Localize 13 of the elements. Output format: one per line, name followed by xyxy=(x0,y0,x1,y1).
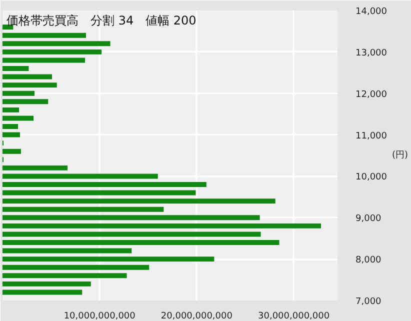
y-tick-label: 14,000 xyxy=(356,7,388,17)
y-tick-label: 10,000 xyxy=(356,172,388,183)
x-tick-label: 10,000,000,000 xyxy=(64,312,136,321)
chart-title: 価格帯売買高 分割 34 値幅 200 xyxy=(6,14,196,28)
x-tick-label: 30,000,000,000 xyxy=(258,312,330,321)
y-tick-label: 11,000 xyxy=(356,131,388,142)
y-tick-label: 7,000 xyxy=(356,297,382,307)
x-tick-label: 20,000,000,000 xyxy=(160,312,233,321)
y-tick-label: 9,000 xyxy=(356,214,382,224)
y-tick-label: 8,000 xyxy=(356,256,382,266)
y-tick-label: 12,000 xyxy=(356,90,388,100)
y-tick-label: 13,000 xyxy=(356,48,388,58)
y-axis-title: (円) xyxy=(392,150,408,160)
